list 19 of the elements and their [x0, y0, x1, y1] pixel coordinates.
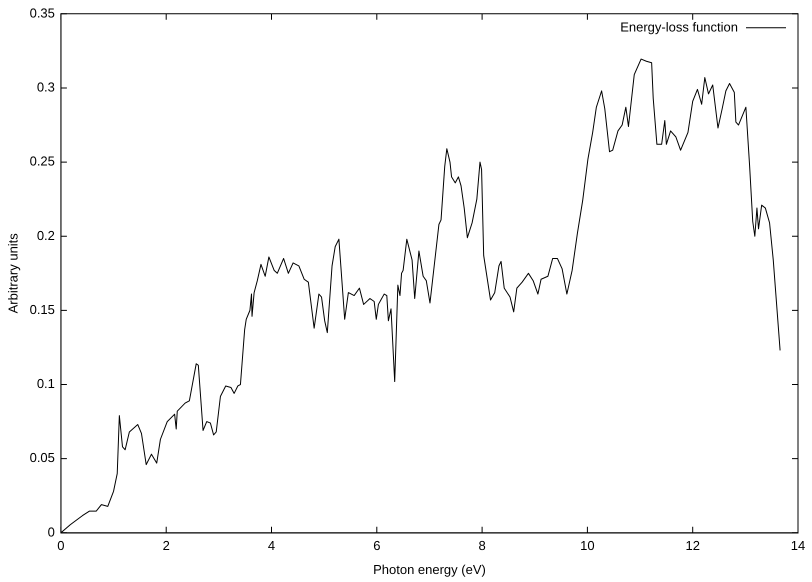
- y-tick-label: 0.2: [36, 228, 55, 243]
- y-tick-label: 0.1: [36, 376, 55, 392]
- x-axis-title: Photon energy (eV): [373, 562, 486, 577]
- x-tick-label: 2: [162, 538, 170, 554]
- legend-label: Energy-loss function: [620, 19, 738, 34]
- y-tick-label: 0: [48, 524, 55, 540]
- y-tick-label: 0.3: [36, 80, 55, 95]
- x-tick-label: 0: [57, 538, 65, 554]
- x-tick-label: 8: [478, 538, 486, 554]
- y-tick-label: 0.15: [30, 302, 55, 317]
- y-axis-title: Arbitrary units: [5, 232, 20, 314]
- x-tick-label: 6: [373, 538, 380, 554]
- x-tick-label: 14: [790, 538, 806, 554]
- y-tick-label: 0.35: [30, 5, 55, 20]
- x-tick-label: 12: [685, 538, 700, 554]
- y-tick-label: 0.25: [30, 154, 55, 169]
- x-tick-label: 10: [580, 538, 595, 554]
- y-tick-label: 0.05: [30, 450, 55, 466]
- x-tick-label: 4: [268, 538, 276, 554]
